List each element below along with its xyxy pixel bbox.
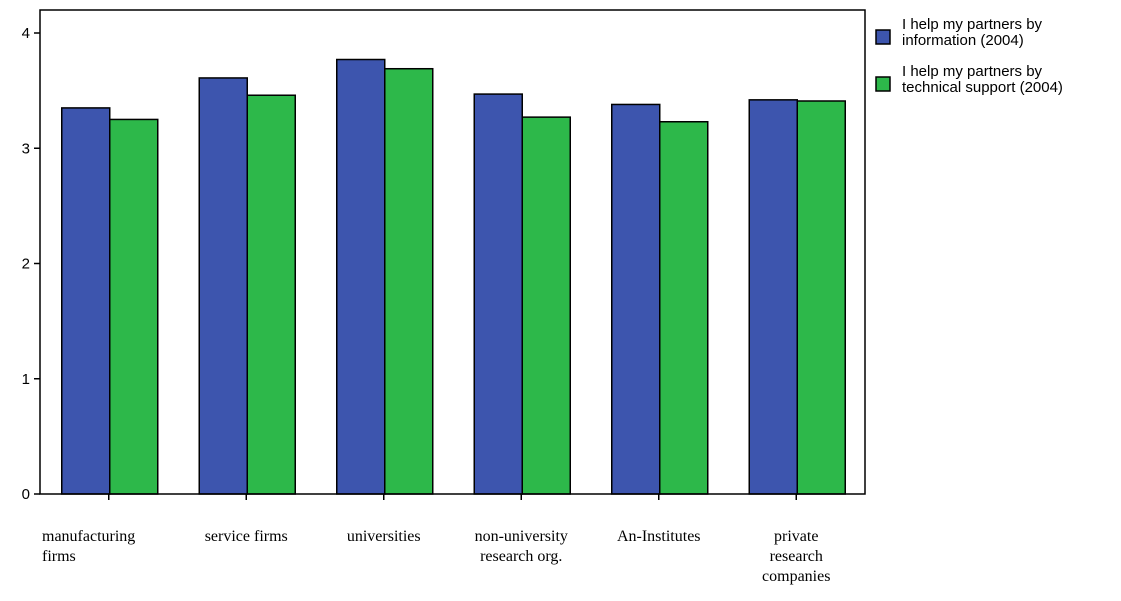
y-tick-label-4: 4 <box>22 25 30 42</box>
x-category-label-5: private research companies <box>762 528 830 585</box>
x-category-label-1: service firms <box>205 528 288 545</box>
bar-s0-c5 <box>748 99 798 495</box>
legend-label-1: I help my partners by technical support (… <box>902 63 1063 96</box>
legend-swatch-0 <box>875 29 891 45</box>
bar-s0-c3 <box>473 93 523 495</box>
bar-s0-c0 <box>61 107 111 495</box>
x-category-label-2: universities <box>347 528 421 545</box>
y-tick-label-0: 0 <box>22 486 30 503</box>
legend-label-0: I help my partners by information (2004) <box>902 16 1043 49</box>
bars <box>61 58 846 495</box>
legend-swatch-1 <box>875 76 891 92</box>
x-category-label-0: manufacturing firms <box>42 528 135 565</box>
bar-s0-c4 <box>611 103 661 495</box>
x-axis: manufacturing firms service firms universit… <box>42 494 830 585</box>
bar-s0-c2 <box>336 58 386 495</box>
bar-s0-c1 <box>198 77 248 495</box>
x-category-label-4: An-Institutes <box>617 528 701 545</box>
bar-s1-c3 <box>521 116 571 495</box>
y-tick-label-2: 2 <box>22 256 30 273</box>
y-tick-label-3: 3 <box>22 140 30 157</box>
bar-s1-c0 <box>109 118 159 495</box>
bar-s1-c2 <box>384 67 434 495</box>
bar-s1-c1 <box>246 94 296 495</box>
legend: I help my partners by information (2004) I… <box>875 16 1063 96</box>
bar-s1-c4 <box>659 120 709 495</box>
bar-s1-c5 <box>796 100 846 495</box>
y-tick-label-1: 1 <box>22 371 30 388</box>
y-axis: 0 1 2 3 4 <box>22 25 40 503</box>
plot-frame <box>39 9 866 495</box>
x-category-label-3: non-university research org. <box>475 528 568 565</box>
